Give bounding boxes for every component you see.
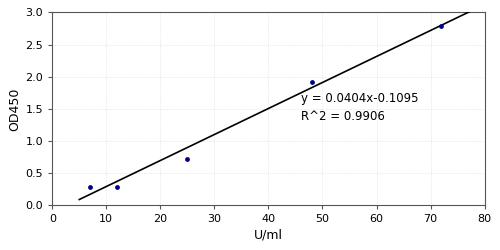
Y-axis label: OD450: OD450 [8, 87, 22, 130]
Point [86, 186, 94, 190]
Point [308, 80, 316, 84]
Text: y = 0.0404x-0.1095: y = 0.0404x-0.1095 [301, 92, 418, 106]
X-axis label: U/ml: U/ml [254, 229, 283, 242]
Point [438, 24, 446, 28]
Point [184, 157, 192, 161]
Text: R^2 = 0.9906: R^2 = 0.9906 [301, 110, 384, 123]
Point [113, 186, 121, 190]
